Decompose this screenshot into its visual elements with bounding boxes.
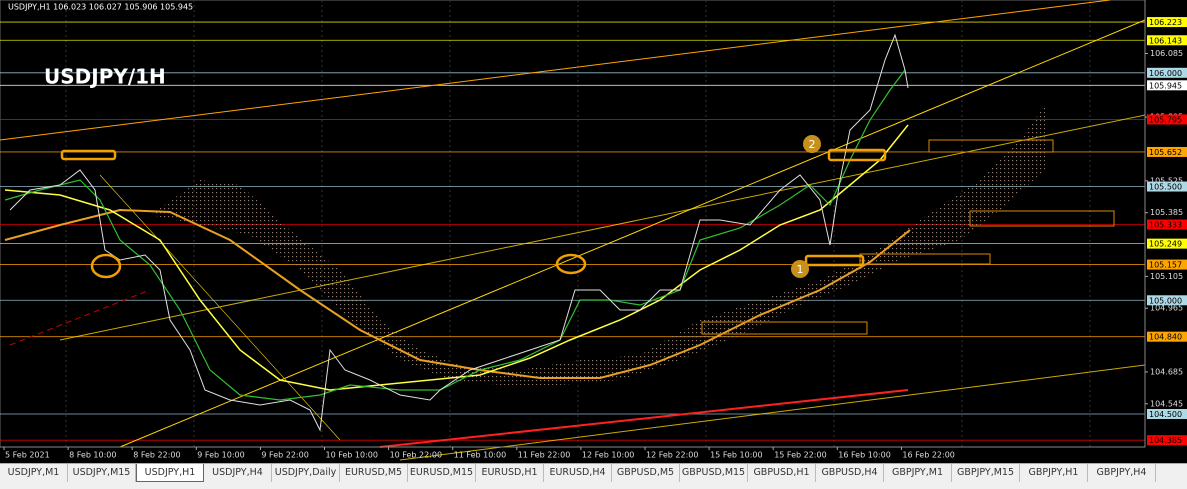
level-box <box>1147 219 1187 230</box>
symbol-tab[interactable]: EURUSD,M15 <box>408 464 476 482</box>
tick-label: 105.525 <box>1150 176 1183 185</box>
level-box <box>1147 181 1187 192</box>
level-label: 105.333 <box>1149 221 1182 230</box>
level-box <box>1147 35 1187 46</box>
level-box <box>1147 435 1187 446</box>
level-box <box>1147 331 1187 342</box>
time-label: 12 Feb 22:00 <box>646 451 698 460</box>
time-label: 10 Feb 22:00 <box>390 451 442 460</box>
tick-label: 104.685 <box>1150 367 1183 376</box>
symbol-tab[interactable]: USDJPY,M15 <box>68 464 136 482</box>
level-box <box>1147 114 1187 125</box>
level-label: 104.385 <box>1149 436 1182 445</box>
time-label: 11 Feb 10:00 <box>454 451 506 460</box>
time-label: 8 Feb 22:00 <box>133 451 180 460</box>
tick-label: 105.385 <box>1150 208 1183 217</box>
tab-bar: USDJPY,M1 USDJPY,M15 USDJPY,H1 USDJPY,H4 USD… <box>0 463 1187 489</box>
symbol-tab[interactable]: USDJPY,M1 <box>0 464 68 482</box>
time-label: 16 Feb 22:00 <box>902 451 954 460</box>
symbol-tab[interactable]: GBPUSD,M5 <box>612 464 680 482</box>
level-box <box>1147 67 1187 78</box>
level-label: 105.795 <box>1149 115 1182 124</box>
level-box <box>1147 295 1187 306</box>
time-label: 9 Feb 22:00 <box>261 451 308 460</box>
level-label: 105.157 <box>1149 261 1182 270</box>
level-box <box>1147 409 1187 420</box>
level-box <box>1147 80 1187 91</box>
symbol-tab[interactable]: GBPUSD,M15 <box>680 464 748 482</box>
time-label: 8 Feb 10:00 <box>69 451 116 460</box>
time-label: 5 Feb 2021 <box>5 451 50 460</box>
level-box <box>1147 238 1187 249</box>
symbol-tab[interactable]: EURUSD,M5 <box>340 464 408 482</box>
annotation-badge <box>803 135 821 153</box>
symbol-info: USDJPY,H1 106.023 106.027 105.906 105.94… <box>8 3 193 12</box>
markers <box>60 148 887 279</box>
time-axis: 5 Feb 2021 8 Feb 10:00 8 Feb 22:00 9 Feb 10… <box>0 446 1145 460</box>
symbol-tab[interactable]: USDJPY,Daily <box>272 464 340 482</box>
time-label: 16 Feb 10:00 <box>838 451 890 460</box>
level-label: 105.249 <box>1149 240 1182 249</box>
trend-lines <box>0 0 1146 461</box>
annotation-badge <box>791 260 809 278</box>
symbol-tab[interactable]: EURUSD,H4 <box>544 464 612 482</box>
levels <box>0 21 1145 441</box>
level-label: 105.000 <box>1149 296 1182 305</box>
level-label: 105.652 <box>1149 148 1182 157</box>
level-label: 106.143 <box>1149 36 1182 45</box>
level-box <box>1147 17 1187 28</box>
time-label: 12 Feb 10:00 <box>582 451 634 460</box>
level-label: 105.945 <box>1149 81 1182 90</box>
symbol-tab[interactable]: GBPJPY,M15 <box>952 464 1020 482</box>
time-label: 9 Feb 10:00 <box>197 451 244 460</box>
tick-label: 106.085 <box>1150 49 1183 58</box>
annotation: 2 <box>809 138 816 151</box>
price-axis: 106.085105.805105.525105.385105.105104.9… <box>1144 0 1187 447</box>
time-label: 15 Feb 22:00 <box>774 451 826 460</box>
level-label: 106.000 <box>1149 69 1182 78</box>
level-label: 105.500 <box>1149 183 1182 192</box>
level-box <box>1147 259 1187 270</box>
zones <box>701 139 1115 335</box>
symbol-tab[interactable]: GBPJPY,M1 <box>884 464 952 482</box>
chart-title: USDJPY/1H <box>44 65 166 89</box>
tick-label: 105.105 <box>1150 272 1183 281</box>
level-box <box>1147 146 1187 157</box>
annotation: 1 <box>797 263 804 276</box>
level-label: 106.223 <box>1149 18 1182 27</box>
symbol-tab[interactable]: USDJPY,H4 <box>204 464 272 482</box>
chart: 1 2 USDJPY,H1 106.023 106.027 105.906 10… <box>0 0 1187 461</box>
tick-label: 104.965 <box>1150 304 1183 313</box>
level-label: 104.500 <box>1149 410 1182 419</box>
price-line <box>9 33 909 432</box>
ichimoku-cloud <box>150 105 1045 385</box>
symbol-tab[interactable]: GBPJPY,H4 <box>1088 464 1156 482</box>
moving-averages <box>4 69 911 401</box>
symbol-tab[interactable]: GBPJPY,H1 <box>1020 464 1088 482</box>
time-label: 11 Feb 22:00 <box>518 451 570 460</box>
symbol-tab[interactable]: GBPUSD,H1 <box>748 464 816 482</box>
symbol-tab[interactable]: EURUSD,H1 <box>476 464 544 482</box>
time-label: 10 Feb 10:00 <box>326 451 378 460</box>
symbol-tab[interactable]: GBPUSD,H4 <box>816 464 884 482</box>
time-label: 15 Feb 10:00 <box>710 451 762 460</box>
tick-label: 104.545 <box>1150 399 1183 408</box>
symbol-tab[interactable]: USDJPY,H1 <box>136 464 204 482</box>
level-label: 104.840 <box>1149 333 1182 342</box>
